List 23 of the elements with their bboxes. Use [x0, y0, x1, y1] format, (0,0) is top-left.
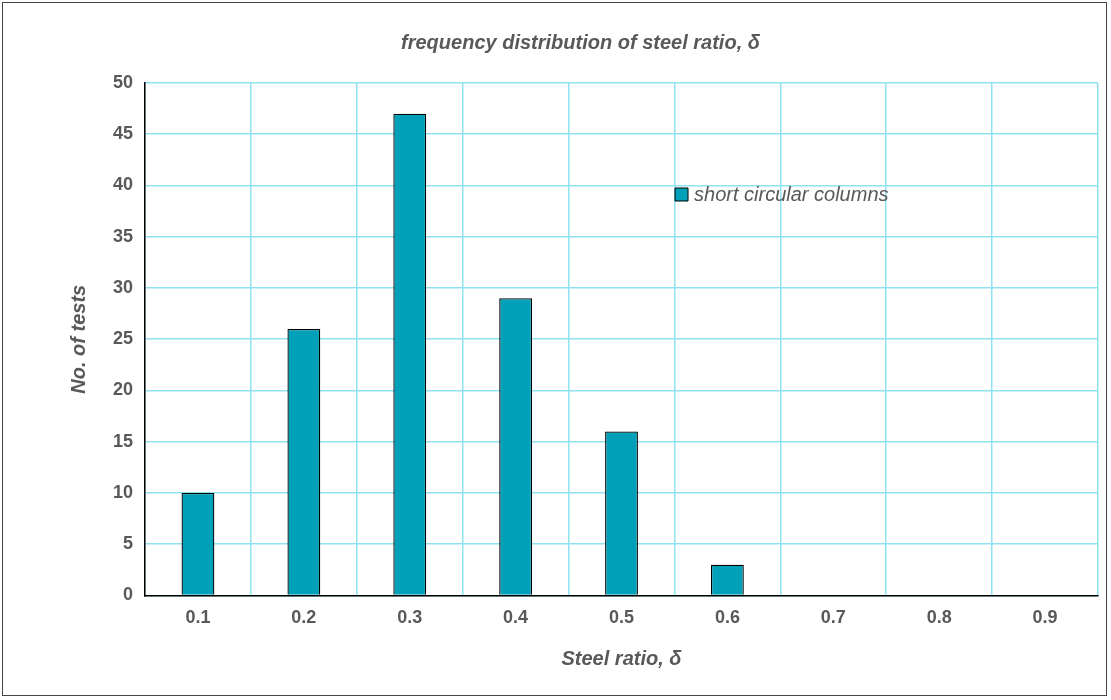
y-tick-label: 30	[112, 276, 134, 297]
x-tick-label: 0.9	[1032, 607, 1058, 628]
y-tick-label: 35	[112, 225, 134, 246]
chart-title: frequency distribution of steel ratio, δ	[401, 30, 761, 53]
x-tick-label: 0.7	[820, 607, 846, 628]
x-tick-label: 0.4	[503, 607, 529, 628]
y-tick-label: 10	[112, 481, 134, 502]
y-tick-label: 25	[112, 328, 134, 349]
y-tick-label: 5	[123, 533, 134, 554]
y-tick-label: 40	[112, 174, 134, 195]
y-tick-label: 0	[123, 584, 134, 605]
x-tick-label: 0.8	[926, 607, 952, 628]
x-tick-label: 0.2	[291, 607, 317, 628]
y-tick-label: 20	[112, 379, 134, 400]
x-axis-title: Steel ratio, δ	[561, 646, 683, 669]
y-tick-label: 15	[112, 430, 134, 451]
x-tick-label: 0.1	[185, 607, 211, 628]
y-tick-label: 50	[112, 71, 134, 92]
x-tick-label: 0.5	[609, 607, 635, 628]
y-axis-title: No. of tests	[66, 284, 89, 394]
x-tick-label: 0.3	[397, 607, 423, 628]
x-tick-label: 0.6	[714, 607, 740, 628]
y-tick-label: 45	[112, 123, 134, 144]
